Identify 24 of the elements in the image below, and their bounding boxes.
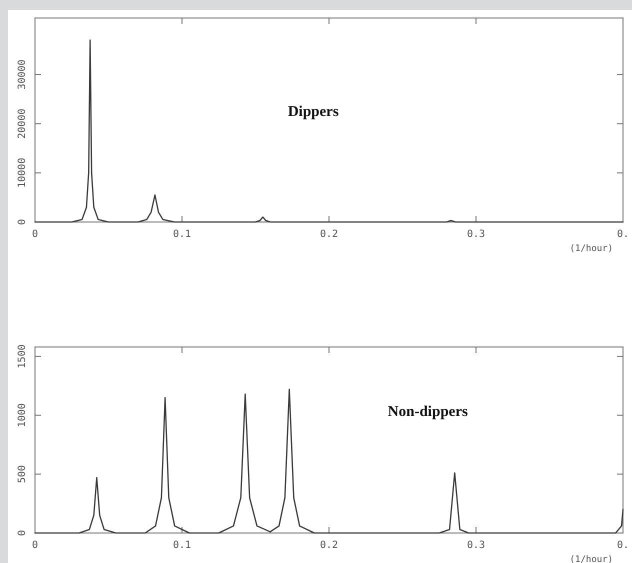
annotation: Dippers [288, 104, 339, 120]
line-series [34, 39, 624, 223]
x-tick-label: 0.1 [172, 540, 192, 552]
y-tick-label: 500 [17, 465, 28, 484]
y-tick-label: 0 [17, 530, 28, 536]
x-tick-label: 0.2 [320, 229, 338, 240]
x-axis-title: (1/hour) [570, 555, 613, 563]
x-tick-label: 0.2 [320, 540, 338, 552]
x-tick-label: 0 [32, 540, 38, 552]
y-tick-label: 0 [17, 218, 28, 226]
x-tick-label: 0.3 [466, 540, 486, 552]
x-tick-label: 0. [616, 540, 630, 552]
y-tick-label: 20000 [17, 108, 28, 139]
y-tick-label: 30000 [17, 59, 28, 90]
line-series [34, 388, 624, 534]
x-tick-label: 0. [616, 229, 630, 240]
annotation: Non-dippers [388, 404, 468, 420]
y-tick-label: 10000 [17, 158, 28, 188]
x-tick-label: 0.1 [172, 229, 192, 240]
x-tick-label: 0 [32, 229, 38, 240]
y-tick-label: 1000 [17, 403, 28, 428]
x-axis-title: (1/hour) [570, 244, 613, 254]
y-tick-label: 1500 [17, 344, 28, 368]
x-tick-label: 0.3 [466, 229, 486, 240]
